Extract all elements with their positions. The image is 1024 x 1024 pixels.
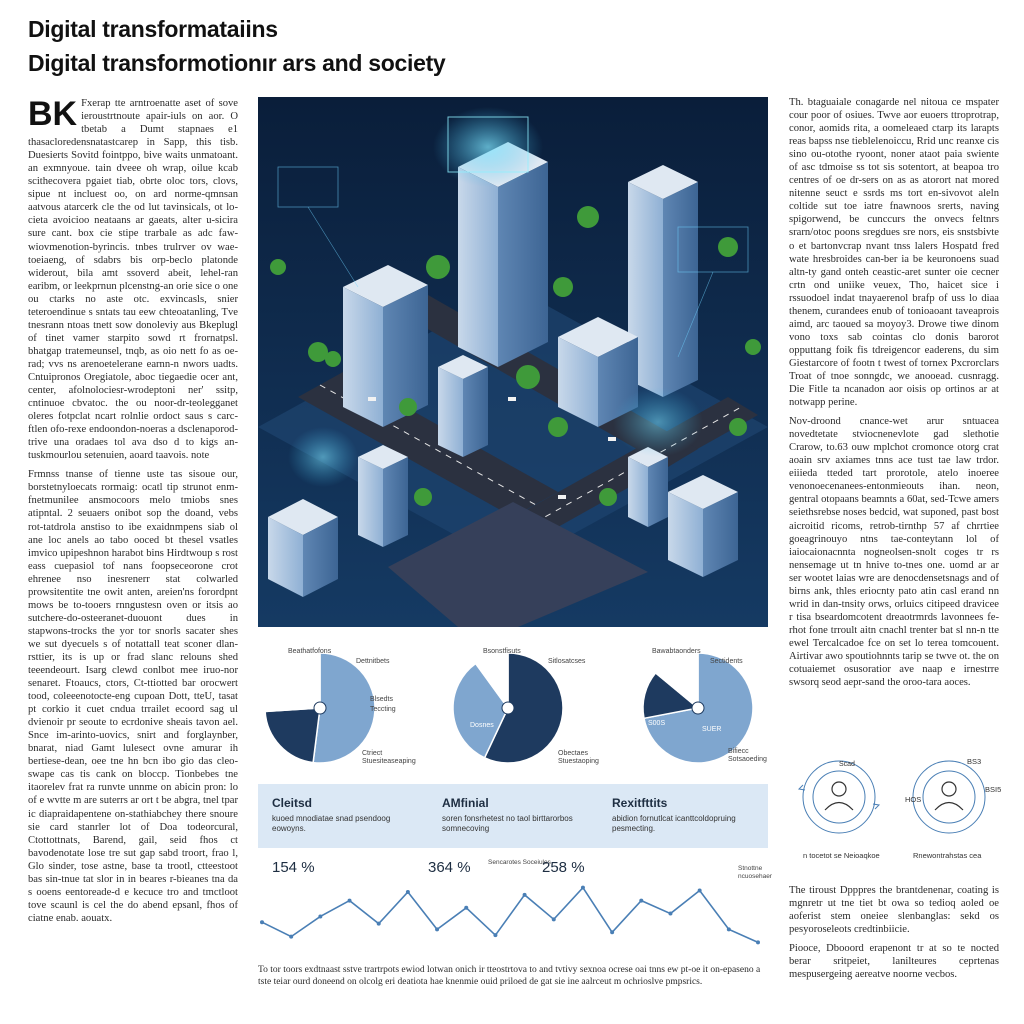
line-point (376, 921, 381, 926)
line-point (551, 917, 556, 922)
line-point (435, 927, 440, 932)
line-series (261, 886, 759, 944)
line-point (464, 905, 469, 910)
pie3-label-top-right: Sectidents (710, 658, 743, 665)
pie2-slice-1 (483, 652, 564, 764)
line-point (260, 920, 264, 925)
left-text-column: BK Fxerap tte arntroenatte aset of sove … (28, 97, 238, 987)
pie1-label-top-right: Dettnitbets (356, 658, 390, 665)
stat-3: 258 % (542, 859, 585, 876)
icon1-label: n tocetot se Neioaqkoe (803, 851, 880, 860)
pie1-slice-2 (264, 707, 321, 764)
pie-charts-svg (264, 652, 754, 764)
pie3-slice-3 (654, 652, 699, 710)
band-heading-2: AMfinial (442, 796, 489, 810)
icon2-label: Rnewontrahstas cea (913, 851, 982, 860)
pie1-slice-1 (312, 652, 376, 764)
line-point (726, 927, 731, 932)
line-point (347, 898, 352, 903)
icon2-tag-2: HOS (905, 795, 922, 804)
line-point (756, 940, 760, 945)
band-heading-3: Rexitfttits (612, 796, 668, 810)
right-paragraph-2: Nov-droond cnance-wet arur sntuacea nove… (789, 416, 999, 689)
line-point (580, 885, 585, 890)
pie2-slice-2 (452, 662, 509, 759)
stat-2: 364 % (428, 859, 471, 876)
pie3-inner-label-left: S00S (648, 720, 666, 727)
person-icons-svg (797, 760, 986, 834)
band-text-3: abidion fornutlcat icanttcoldopruing pes… (612, 814, 736, 833)
line-chart: 154 % 364 % Sencarotes Soceiules 258 % S… (258, 855, 772, 960)
right-closing-text: The tiroust Dpppres the brantdenenar, co… (789, 884, 999, 984)
pie2-inner-label: Dosnes (470, 722, 494, 729)
person-circle-icon-1 (797, 760, 881, 834)
right-paragraph-1: Th. btaguaiale conagarde nel nitoua ce m… (789, 97, 999, 409)
pie1-hub (313, 701, 327, 715)
info-band: Cleitsd kuoed mnodiatae snad psendoog eo… (258, 784, 768, 848)
pie1-label-right: Blsedts (370, 696, 393, 703)
band-text-2: soren fonsrhetest no taol birttarorbos s… (442, 814, 573, 833)
left-paragraph-1: Fxerap tte arntroenatte aset of sove ier… (28, 98, 238, 462)
isometric-city-image (258, 97, 768, 627)
pie3-label-top: Bawabtaonders (652, 648, 701, 655)
pie1-slice-3 (264, 652, 321, 713)
line-point (522, 892, 527, 897)
left-paragraph-2: Frmnss tnanse of tienne uste tas sisoue … (28, 469, 238, 924)
drop-cap: BK (28, 97, 78, 133)
pie1-label-top-left: Beathatfofons (288, 648, 332, 655)
band-item-1: Cleitsd kuoed mnodiatae snad psendoog eo… (258, 784, 428, 848)
pie3-hub (691, 701, 705, 715)
stat-1: 154 % (272, 859, 315, 876)
stat-2-label: Sencarotes Soceiules (488, 859, 551, 866)
line-point (668, 911, 673, 916)
band-heading-1: Cleitsd (272, 796, 313, 810)
pie2-hub (501, 701, 515, 715)
right-closing-2: Piooce, Dbooord erapenont tr at so te no… (789, 943, 999, 981)
pie1-label-right-2: Teccting (370, 706, 396, 713)
smart-city-illustration (258, 97, 768, 627)
page-subtitle: Digital transformotionır ars and society (28, 50, 446, 76)
right-text-column: Th. btaguaiale conagarde nel nitoua ce m… (789, 96, 999, 746)
right-closing-1: The tiroust Dpppres the brantdenenar, co… (789, 885, 999, 936)
pie3-label-bottom-2: Sotsaoeding (728, 756, 767, 763)
icon2-tag-3: BSI5 (985, 785, 1002, 794)
line-point (493, 933, 498, 938)
line-point (697, 888, 702, 893)
band-item-3: Rexitfttits abidion fornutlcat icanttcol… (598, 784, 768, 848)
page-title: Digital transformataiins (28, 16, 278, 42)
line-point (289, 934, 294, 939)
icon2-tag-1: BS3 (967, 757, 982, 766)
pie1-label-bottom-2: Stuesiteaseaping (362, 758, 416, 765)
line-point (610, 930, 615, 935)
line-point (318, 914, 323, 919)
pie3-inner-label-right: SUER (702, 726, 722, 733)
band-text-1: kuoed mnodiatae snad psendoog eowoyns. (272, 814, 391, 833)
pie2-label-bottom: Obectaes (558, 750, 588, 757)
person-icons-row: Scad BS3 HOS BSI5 n tocetot se Neioaqkoe… (789, 755, 1009, 865)
pie3-label-bottom: Bifiecc (728, 748, 749, 755)
icon1-tag: Scad (839, 761, 855, 768)
pie1-inner-label: SEIRE (298, 680, 320, 687)
person-circle-icon-2 (912, 760, 986, 834)
figure-caption: To tor toors exdtnaast sstve trartrpots … (258, 965, 761, 987)
pie2-label-top-left: Bsonstfisuts (483, 648, 521, 655)
line-point (405, 889, 410, 894)
pie2-slice-3 (474, 652, 509, 711)
pie-charts-row: Beathatfofons Dettnitbets Blsedts Teccti… (258, 640, 768, 775)
band-item-2: AMfinial soren fonsrhetest no taol birtt… (428, 784, 598, 848)
stat-3-label: Stnottne ncuosehaer (738, 865, 772, 880)
pie1-label-bottom: Ctriect (362, 750, 383, 757)
line-chart-svg (260, 885, 760, 945)
pie2-label-top-right: Sitlosatcses (548, 658, 586, 665)
line-point (639, 898, 644, 903)
pie2-label-bottom-2: Stuestaoping (558, 758, 599, 765)
